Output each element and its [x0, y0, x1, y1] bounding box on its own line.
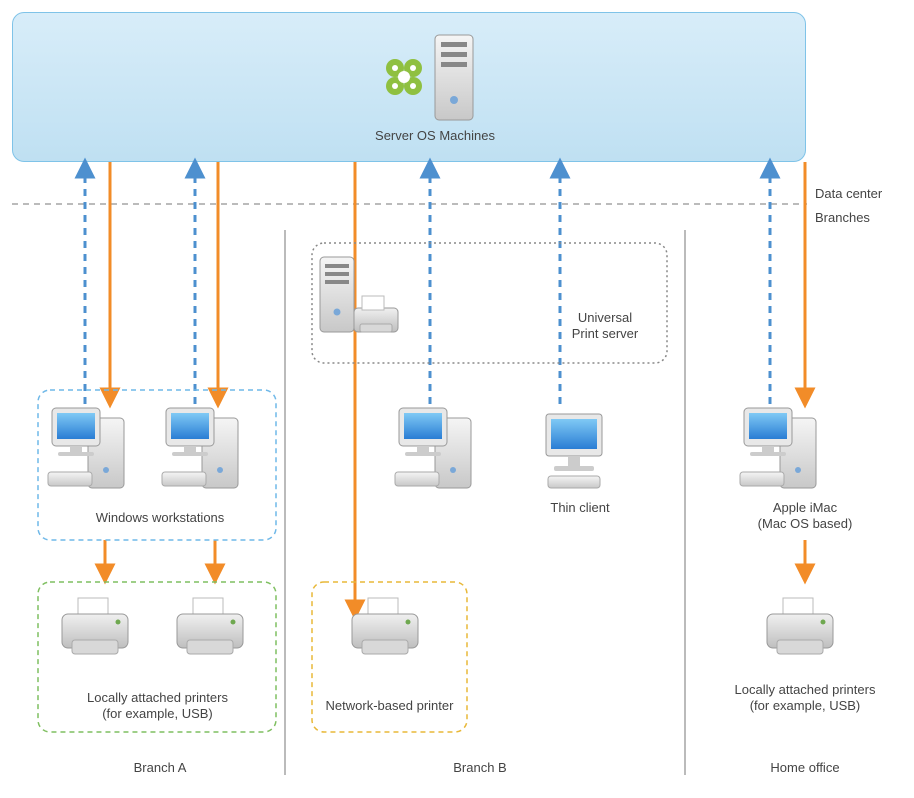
printer-icon [177, 598, 243, 654]
imac-label-1: Apple iMac [730, 500, 880, 515]
print-server-icon [320, 257, 398, 332]
thin-client-icon [546, 414, 602, 488]
branches-label: Branches [815, 210, 905, 225]
network-printer-label: Network-based printer [317, 698, 462, 713]
branch-a-label: Branch A [100, 760, 220, 775]
printer-icon [352, 598, 418, 654]
branch-b-label: Branch B [420, 760, 540, 775]
imac-icon [740, 408, 816, 488]
windows-ws-label: Windows workstations [60, 510, 260, 525]
thin-client-label: Thin client [530, 500, 630, 515]
printer-icon [62, 598, 128, 654]
local-printers-a-l1: Locally attached printers [50, 690, 265, 705]
local-printers-home-l2: (for example, USB) [715, 698, 895, 713]
printer-icon [767, 598, 833, 654]
local-printers-home-l1: Locally attached printers [715, 682, 895, 697]
data-center-label: Data center [815, 186, 905, 201]
server-os-label: Server OS Machines [345, 128, 525, 143]
workstation-icon [395, 408, 471, 488]
universal-print-label-2: Print server [555, 326, 655, 341]
workstation-icon [48, 408, 124, 488]
home-office-label: Home office [745, 760, 865, 775]
universal-print-label-1: Universal [555, 310, 655, 325]
local-printers-a-l2: (for example, USB) [50, 706, 265, 721]
imac-label-2: (Mac OS based) [730, 516, 880, 531]
workstation-icon [162, 408, 238, 488]
